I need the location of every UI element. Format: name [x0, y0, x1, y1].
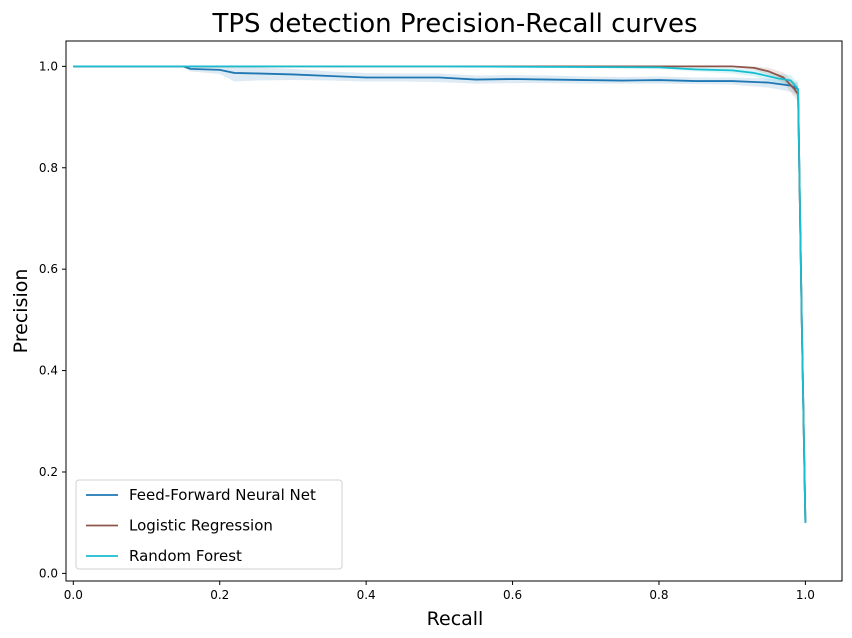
- y-axis-label: Precision: [10, 269, 32, 354]
- series-line-2: [73, 65, 807, 523]
- y-tick-label: 1.0: [39, 59, 58, 73]
- axes-frame: [65, 40, 843, 582]
- series-line-0: [73, 65, 807, 523]
- x-tick-label: 0.8: [649, 588, 668, 602]
- plot-area: 0.0 0.2 0.4 0.6 0.8 1.0 0.0 0.2 0.4 0.6 0.8 1.0: [39, 40, 843, 602]
- x-tick-label: 0.0: [64, 588, 83, 602]
- legend-label: Feed-Forward Neural Net: [129, 486, 316, 504]
- series-band-0: [73, 66, 806, 523]
- x-tick-label: 1.0: [796, 588, 815, 602]
- series-band-2: [73, 66, 806, 523]
- legend: Feed-Forward Neural Net Logistic Regressi…: [75, 479, 343, 570]
- x-tick-label: 0.6: [503, 588, 522, 602]
- x-tick-label: 0.4: [357, 588, 376, 602]
- x-axis-label: Recall: [427, 608, 484, 630]
- y-tick-label: 0.4: [39, 364, 58, 378]
- legend-label: Logistic Regression: [129, 517, 273, 535]
- y-tick-label: 0.0: [39, 566, 58, 580]
- legend-label: Random Forest: [129, 547, 242, 565]
- x-tick-label: 0.2: [210, 588, 229, 602]
- legend-box: [75, 479, 343, 570]
- y-tick-label: 0.6: [39, 262, 58, 276]
- series-line-1: [73, 65, 807, 523]
- series-band-1: [73, 66, 806, 523]
- y-tick-label: 0.8: [39, 161, 58, 175]
- chart-title: TPS detection Precision-Recall curves: [212, 9, 698, 39]
- y-tick-label: 0.2: [39, 465, 58, 479]
